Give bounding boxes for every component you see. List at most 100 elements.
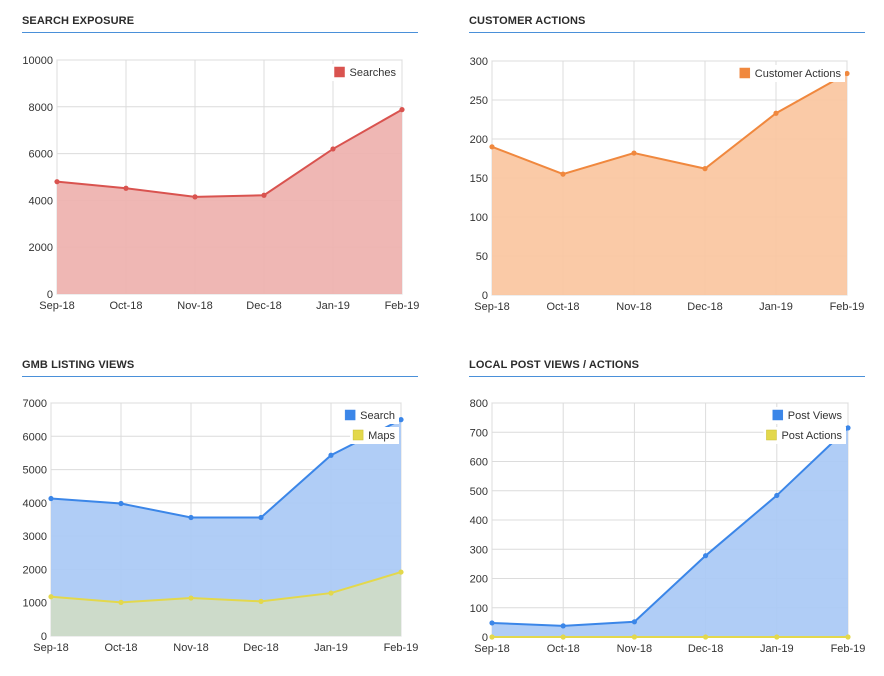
data-point <box>48 594 54 600</box>
y-tick-label: 0 <box>482 632 488 644</box>
x-tick-label: Sep-18 <box>33 642 68 654</box>
x-tick-label: Oct-18 <box>109 300 142 312</box>
data-point <box>773 110 779 116</box>
data-point <box>774 492 780 499</box>
x-tick-label: Dec-18 <box>243 642 278 654</box>
x-tick-label: Jan-19 <box>759 301 793 313</box>
y-tick-label: 300 <box>470 544 488 556</box>
legend-swatch <box>344 409 356 421</box>
legend-background <box>763 427 846 444</box>
data-point <box>328 452 334 458</box>
data-point <box>631 150 637 156</box>
legend-label: Post Actions <box>781 430 842 442</box>
y-tick-label: 0 <box>47 289 53 301</box>
x-tick-label: Nov-18 <box>177 300 212 312</box>
legend-entry: Maps <box>350 427 399 444</box>
data-point <box>703 634 709 640</box>
legend-swatch <box>352 429 364 441</box>
data-point <box>845 425 851 431</box>
x-tick-label: Sep-18 <box>474 643 509 655</box>
data-point <box>192 194 198 200</box>
y-tick-label: 100 <box>470 603 488 615</box>
data-point <box>560 623 566 629</box>
y-tick-label: 300 <box>470 56 488 68</box>
x-tick-label: Dec-18 <box>688 643 723 655</box>
legend-swatch <box>334 66 345 78</box>
title-underline <box>469 32 865 33</box>
data-point <box>489 620 495 626</box>
legend-entry: Post Actions <box>763 427 846 444</box>
data-point <box>845 634 851 640</box>
legend-background <box>769 407 846 424</box>
data-point <box>258 598 264 604</box>
data-point <box>118 500 124 507</box>
y-tick-label: 4000 <box>29 195 53 207</box>
data-point <box>844 70 850 77</box>
legend-background <box>342 407 399 424</box>
legend-entry: Search <box>342 407 399 424</box>
y-tick-label: 4000 <box>23 498 47 510</box>
legend-label: Searches <box>350 67 397 79</box>
y-tick-label: 10000 <box>22 55 53 67</box>
y-tick-label: 150 <box>470 173 488 185</box>
data-point <box>398 569 404 575</box>
y-tick-label: 0 <box>41 631 47 643</box>
series-line-customer-actions <box>491 72 848 176</box>
title-underline <box>22 376 418 377</box>
series-area-searches <box>57 109 402 294</box>
x-tick-label: Jan-19 <box>314 642 348 654</box>
title-underline <box>22 32 418 33</box>
series-line-post-views <box>491 427 849 627</box>
chart-title: LOCAL POST VIEWS / ACTIONS <box>469 359 640 371</box>
search-exposure-chart: 0 2000 4000 6000 8000 10000 Sep-18 Oct-18 Nov-18… <box>22 55 420 312</box>
legend-background <box>331 64 400 81</box>
x-tick-label: Jan-19 <box>316 300 350 312</box>
y-tick-label: 6000 <box>23 431 47 443</box>
chart-title: CUSTOMER ACTIONS <box>469 15 586 27</box>
y-tick-label: 100 <box>470 212 488 224</box>
y-tick-label: 600 <box>470 457 488 469</box>
data-point <box>399 107 405 113</box>
y-tick-label: 8000 <box>29 102 53 114</box>
y-tick-label: 2000 <box>29 242 53 254</box>
y-tick-label: 250 <box>470 95 488 107</box>
y-tick-label: 0 <box>482 290 488 302</box>
x-tick-label: Jan-19 <box>760 643 794 655</box>
series-area-customer-actions <box>492 73 847 295</box>
customer-actions-chart: 0 50 100 150 200 250 300 Sep-18 Oct-18 Nov-18 Dec-… <box>470 56 865 313</box>
y-tick-label: 700 <box>470 427 488 439</box>
data-point <box>489 634 495 640</box>
legend-swatch <box>739 67 751 79</box>
series-area-post-views <box>492 427 848 637</box>
y-tick-label: 7000 <box>23 398 47 410</box>
data-point <box>702 166 708 172</box>
legend-swatch <box>766 429 777 441</box>
data-point <box>560 634 566 640</box>
legend-label: Search <box>360 410 395 422</box>
data-point <box>560 171 566 177</box>
y-tick-label: 500 <box>470 486 488 498</box>
data-point <box>118 599 124 605</box>
chart-title: SEARCH EXPOSURE <box>22 15 135 27</box>
y-tick-label: 6000 <box>29 149 53 161</box>
data-point <box>261 192 267 198</box>
gmb-listing-views-chart: 0 1000 2000 3000 4000 5000 6000 7000 Sep-18 Oct-1… <box>23 398 419 654</box>
x-tick-label: Nov-18 <box>617 643 652 655</box>
x-tick-label: Feb-19 <box>384 642 419 654</box>
x-tick-label: Dec-18 <box>687 301 722 313</box>
y-tick-label: 5000 <box>23 465 47 477</box>
legend-entry: Customer Actions <box>736 65 845 82</box>
data-point <box>188 595 194 601</box>
data-point <box>489 144 495 150</box>
y-tick-label: 3000 <box>23 531 47 543</box>
y-tick-label: 200 <box>470 574 488 586</box>
y-tick-label: 2000 <box>23 564 47 576</box>
data-point <box>631 619 637 625</box>
y-tick-label: 50 <box>476 251 488 263</box>
x-tick-label: Feb-19 <box>385 300 420 312</box>
x-tick-label: Oct-18 <box>104 642 137 654</box>
data-point <box>258 514 264 521</box>
x-tick-label: Oct-18 <box>546 301 579 313</box>
chart-panel-search-exposure: SEARCH EXPOSURE 0 2000 4000 6000 8000 10000 Se… <box>22 15 420 315</box>
series-line-searches <box>56 108 403 198</box>
